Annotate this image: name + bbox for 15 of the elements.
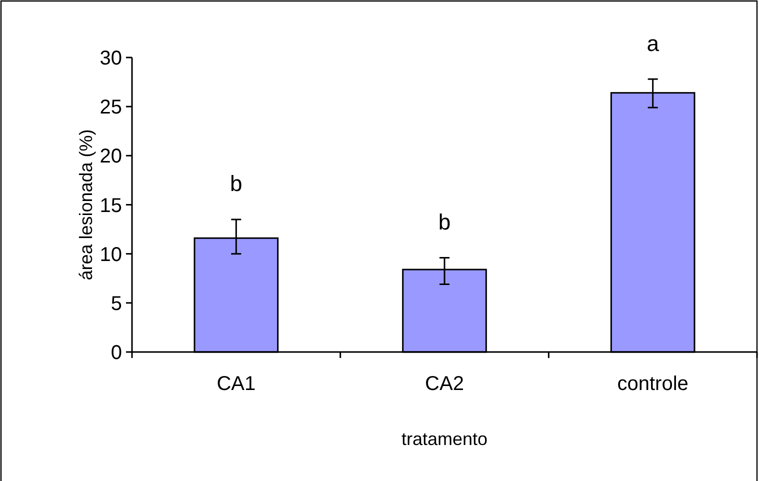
y-tick-label: 30 xyxy=(100,48,122,70)
annotation: b xyxy=(438,209,451,234)
text: a xyxy=(646,30,660,56)
x-tick-label: controle xyxy=(617,373,688,395)
x-tick-label: CA2 xyxy=(425,373,464,395)
y-axis-title: área lesionada (%) xyxy=(76,129,96,280)
y-tick-label: 15 xyxy=(100,194,122,217)
y-tick-label: 0 xyxy=(110,342,122,364)
y-tick-label: 10 xyxy=(100,244,122,266)
x-tick-label: CA1 xyxy=(216,373,256,395)
annotation: b xyxy=(230,171,242,196)
y-tick-label: 20 xyxy=(100,146,122,168)
y-tick-label: 5 xyxy=(110,292,122,315)
y-tick-label: 25 xyxy=(100,96,122,119)
x-axis-title: tratamento xyxy=(401,429,488,449)
